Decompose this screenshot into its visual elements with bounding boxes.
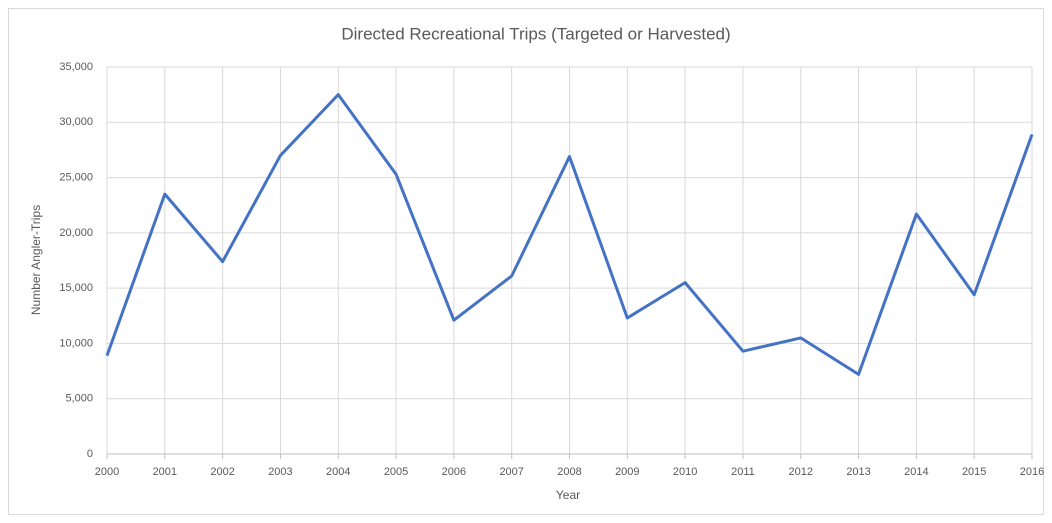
- x-tick-label: 2005: [384, 466, 408, 478]
- y-tick-label: 0: [87, 448, 93, 460]
- x-tick-label: 2010: [673, 466, 697, 478]
- x-tick-label: 2016: [1020, 466, 1044, 478]
- x-tick-label: 2011: [731, 466, 755, 478]
- y-tick-label: 35,000: [59, 61, 93, 73]
- x-tick-label: 2008: [557, 466, 581, 478]
- y-tick-label: 20,000: [59, 227, 93, 239]
- y-tick-label: 15,000: [59, 282, 93, 294]
- x-tick-label: 2014: [904, 466, 928, 478]
- y-tick-label: 10,000: [59, 337, 93, 349]
- x-tick-label: 2000: [95, 466, 119, 478]
- y-tick-label: 25,000: [59, 171, 93, 183]
- chart-border: [8, 8, 1044, 515]
- x-tick-label: 2009: [615, 466, 639, 478]
- x-tick-label: 2004: [326, 466, 350, 478]
- y-tick-label: 30,000: [59, 116, 93, 128]
- x-tick-label: 2003: [268, 466, 292, 478]
- y-axis-title: Number Angler-Trips: [29, 205, 43, 315]
- x-tick-label: 2013: [846, 466, 870, 478]
- y-tick-label: 5,000: [65, 393, 93, 405]
- x-axis-title: Year: [556, 488, 580, 502]
- chart-title: Directed Recreational Trips (Targeted or…: [341, 24, 730, 43]
- x-tick-label: 2002: [210, 466, 234, 478]
- data-line: [105, 93, 1034, 376]
- x-tick-label: 2012: [789, 466, 813, 478]
- x-tick-label: 2001: [153, 466, 177, 478]
- x-tick-label: 2006: [442, 466, 466, 478]
- x-tick-label: 2015: [962, 466, 986, 478]
- x-tick-label: 2007: [499, 466, 523, 478]
